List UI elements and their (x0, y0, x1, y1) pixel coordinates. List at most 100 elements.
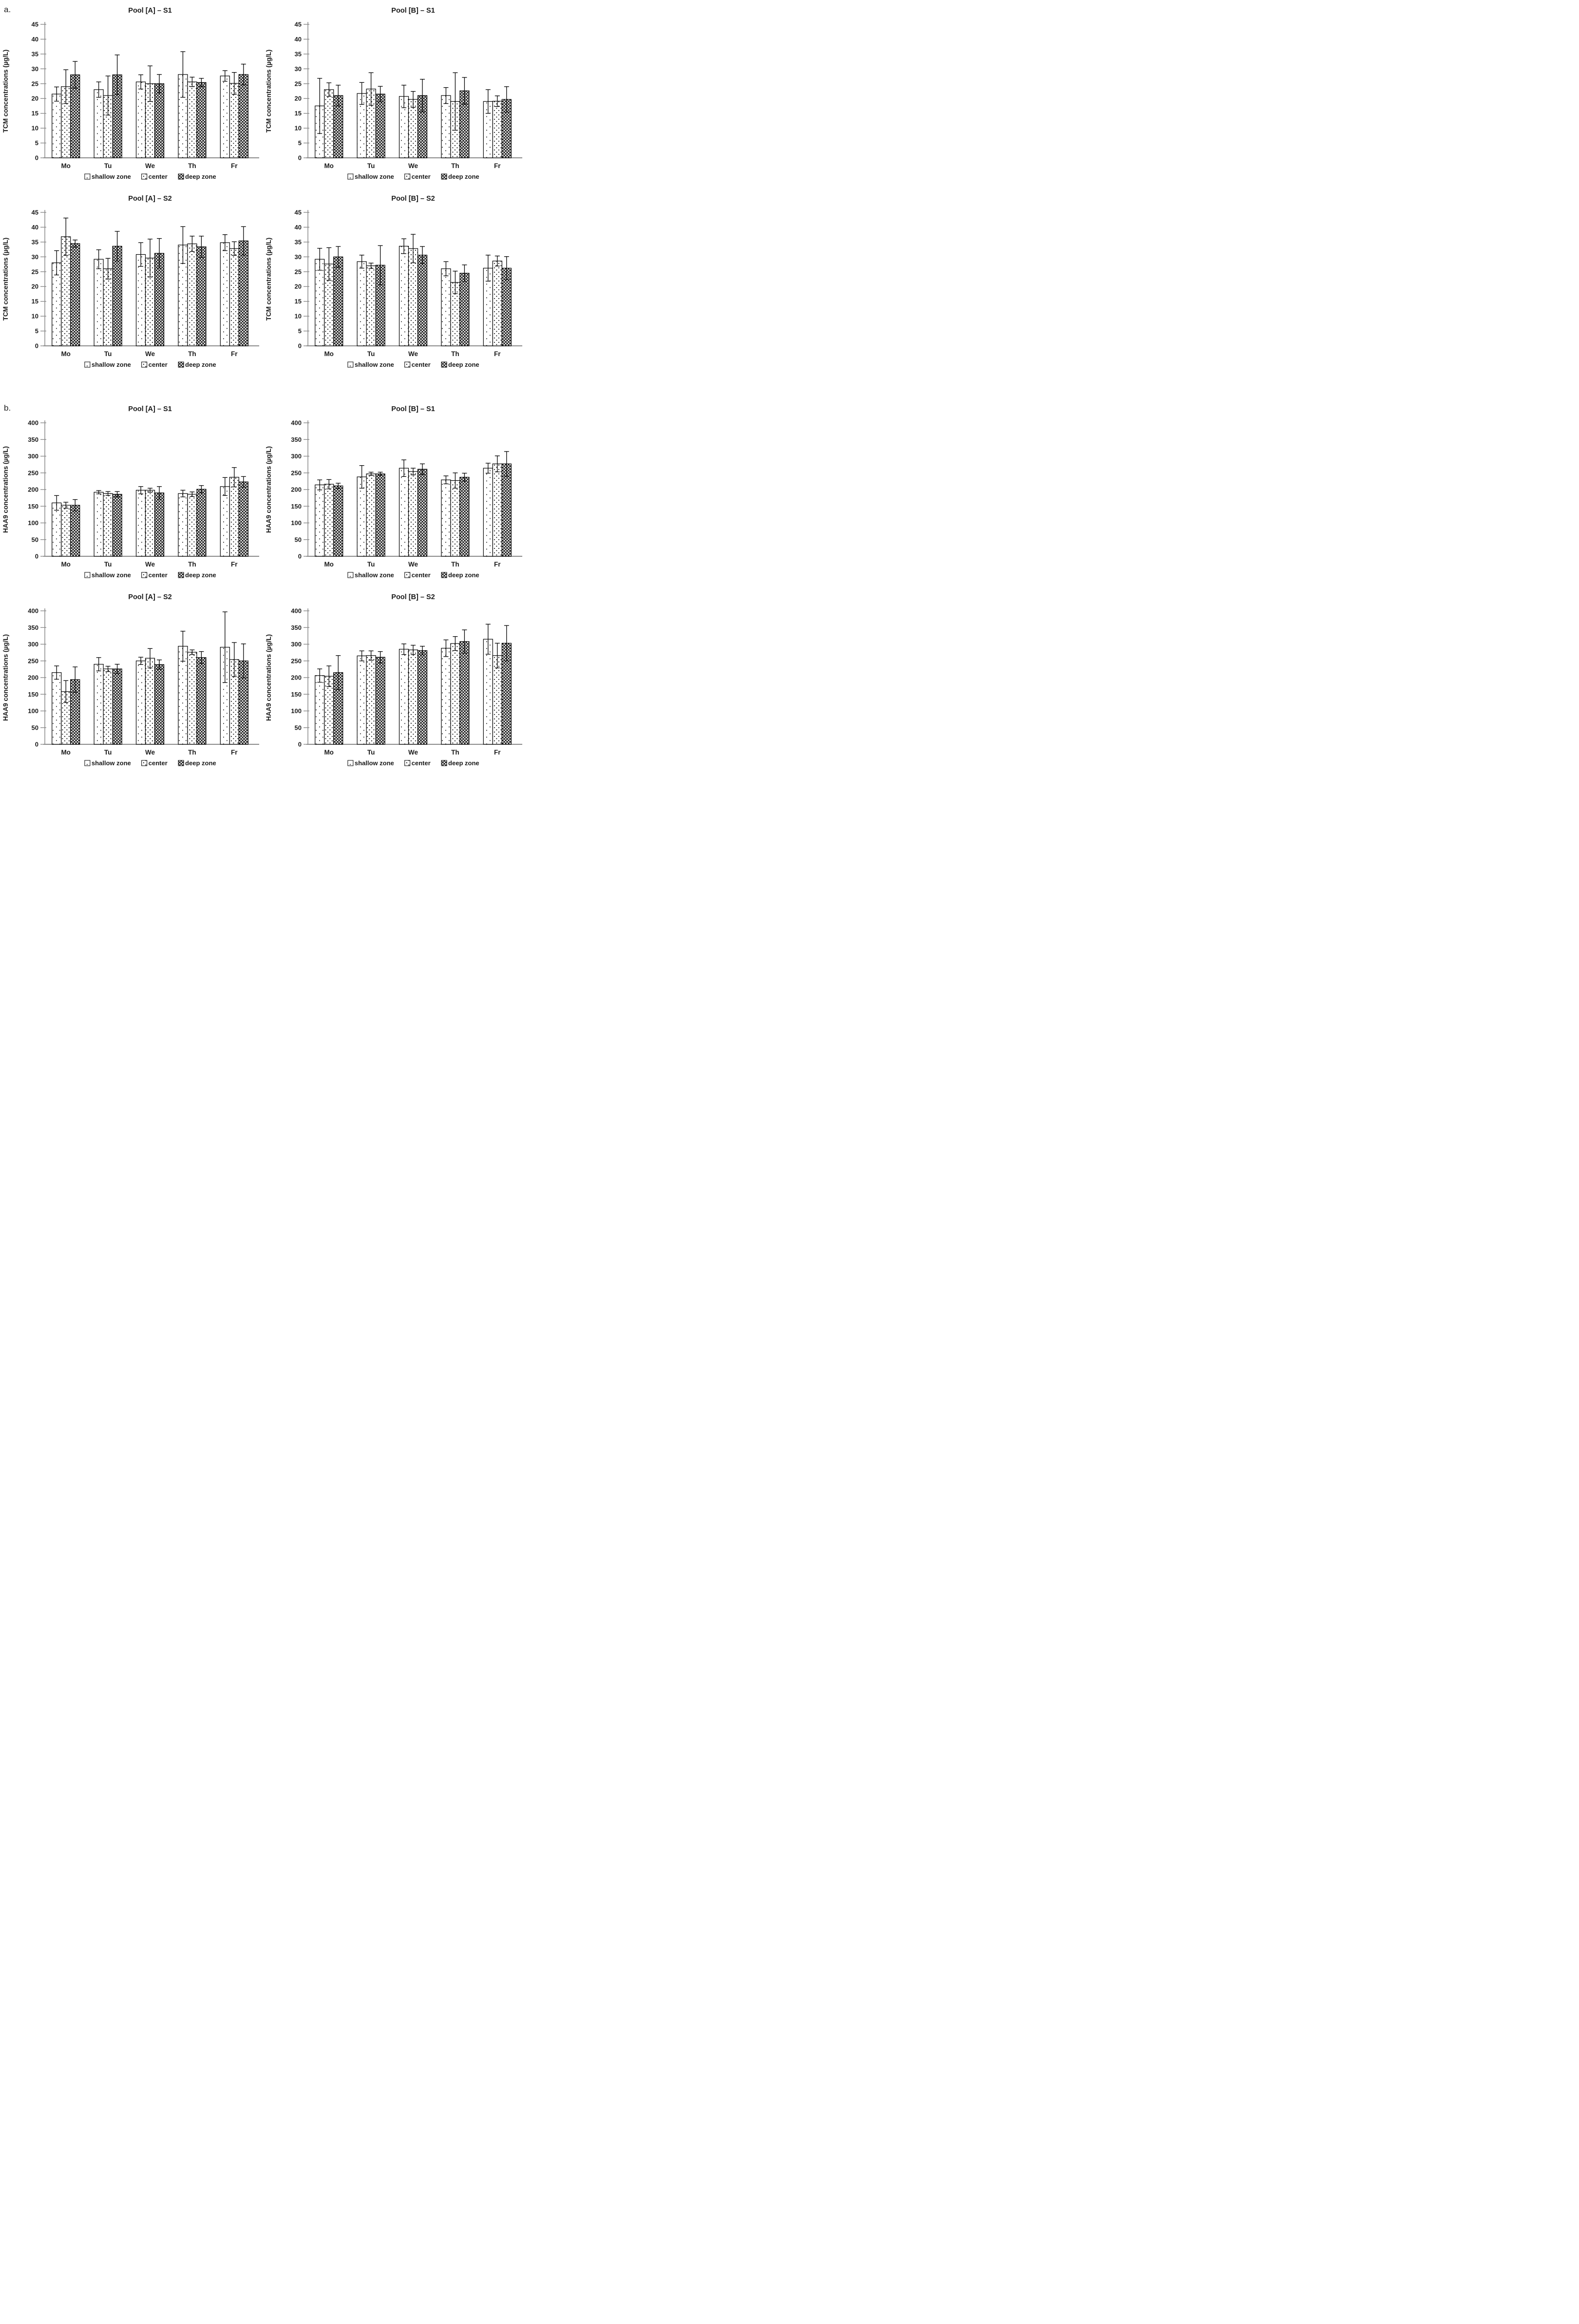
chart-title: Pool [A] – S2 (128, 195, 171, 203)
y-tick-label: 25 (295, 80, 302, 87)
y-axis-label: HAA9 concentrations (µg/L) (265, 446, 272, 533)
legend-swatch-center (141, 361, 148, 368)
x-tick-label: We (408, 162, 418, 170)
bar-deep-Tu (375, 473, 385, 557)
y-tick-label: 400 (291, 419, 302, 427)
x-tick-label: Fr (231, 561, 238, 568)
bar-shallow-Mo (52, 502, 62, 557)
bar-deep-Mo (70, 243, 80, 346)
bar-center-Fr (492, 655, 502, 745)
y-tick-label: 35 (295, 50, 302, 57)
y-tick-label: 10 (32, 125, 38, 132)
legend-swatch-deep (178, 361, 184, 368)
bar-deep-Fr (238, 74, 248, 158)
bar-shallow-Mo (52, 94, 62, 158)
bar-deep-Tu (112, 668, 122, 745)
y-tick-label: 15 (295, 110, 302, 117)
chart-pool-a-s2-haa9: Pool [A] – S2 HAA9 concentrations (µg/L) 0… (2, 593, 259, 767)
bar-center-Tu (366, 655, 376, 745)
y-tick-label: 150 (291, 691, 302, 698)
bar-center-Tu (103, 668, 113, 745)
legend-label: shallow zone (355, 361, 394, 368)
legend-label: center (149, 361, 168, 368)
bar-center-Th (187, 652, 197, 745)
y-tick-label: 40 (32, 224, 38, 231)
legend-label: deep zone (448, 361, 479, 368)
chart-title: Pool [B] – S2 (391, 593, 435, 601)
x-tick-label: Tu (104, 749, 112, 756)
legend-label: deep zone (185, 571, 216, 579)
bar-shallow-Mo (315, 259, 325, 346)
y-tick-label: 35 (295, 238, 302, 246)
legend-label: center (412, 759, 431, 767)
x-tick-label: Th (451, 749, 459, 756)
x-tick-label: Fr (494, 350, 501, 358)
bar-center-Th (187, 81, 197, 158)
y-tick-label: 0 (298, 741, 302, 748)
y-tick-label: 35 (32, 238, 38, 246)
y-tick-label: 100 (28, 707, 38, 715)
chart-cell: Pool [B] – S2 TCM concentrations (µg/L) 0 5… (263, 190, 526, 378)
x-tick-label: Fr (494, 749, 501, 756)
bar-shallow-Tu (357, 655, 367, 745)
y-tick-label: 5 (298, 139, 302, 147)
y-tick-label: 350 (291, 436, 302, 443)
y-tick-label: 15 (32, 298, 38, 305)
x-tick-label: We (408, 561, 418, 568)
y-axis-label: HAA9 concentrations (µg/L) (2, 446, 9, 533)
legend-swatch-shallow (347, 361, 354, 368)
y-tick-label: 400 (291, 607, 302, 615)
y-tick-label: 5 (35, 139, 38, 147)
x-tick-label: Fr (494, 561, 501, 568)
y-tick-label: 300 (291, 453, 302, 460)
legend-label: center (412, 361, 431, 368)
y-tick-label: 45 (32, 21, 38, 28)
y-tick-label: 250 (28, 469, 38, 476)
bar-deep-Th (459, 273, 470, 346)
bar-deep-Th (196, 489, 207, 557)
bar-center-We (408, 99, 419, 158)
bar-center-We (408, 471, 419, 557)
x-tick-label: Th (451, 162, 459, 170)
bar-center-Mo (61, 505, 71, 557)
legend-swatch-center (141, 173, 148, 180)
section-a-grid: Pool [A] – S1 TCM concentrations (µg/L) 0 5… (0, 2, 526, 378)
bar-shallow-Mo (52, 672, 62, 745)
bar-deep-Fr (501, 463, 512, 557)
bar-shallow-We (135, 661, 146, 745)
y-tick-label: 250 (291, 469, 302, 476)
bar-center-Tu (103, 493, 113, 557)
chart-pool-b-s1-tcm: Pool [B] – S1 TCM concentrations (µg/L) 0 5… (265, 7, 522, 180)
bar-center-Th (450, 643, 460, 745)
section-a: a. Pool [A] – S1 TCM concentrations (µg/L… (0, 2, 526, 378)
y-tick-label: 350 (28, 436, 38, 443)
bar-shallow-We (135, 254, 146, 346)
bar-deep-We (417, 255, 428, 346)
section-b-grid: Pool [A] – S1 HAA9 concentrations (µg/L) 0… (0, 400, 526, 776)
x-tick-label: We (145, 749, 155, 756)
bar-deep-We (154, 664, 165, 745)
x-tick-label: Fr (494, 162, 501, 170)
y-tick-label: 0 (298, 154, 302, 162)
bar-shallow-Mo (315, 675, 325, 745)
y-tick-label: 0 (35, 741, 38, 748)
y-tick-label: 30 (295, 65, 302, 73)
chart-cell: Pool [B] – S1 TCM concentrations (µg/L) 0 5… (263, 2, 526, 190)
bar-shallow-Fr (220, 242, 230, 346)
x-tick-label: Th (451, 350, 459, 358)
legend-label: center (149, 173, 168, 180)
y-tick-label: 0 (35, 342, 38, 350)
y-tick-label: 400 (28, 419, 38, 427)
y-tick-label: 20 (295, 95, 302, 102)
x-tick-label: We (408, 350, 418, 358)
bar-deep-Th (196, 82, 207, 158)
y-tick-label: 5 (35, 327, 38, 335)
x-tick-label: We (145, 561, 155, 568)
bar-shallow-Tu (94, 259, 104, 346)
legend-swatch-shallow (347, 760, 354, 766)
bar-deep-We (417, 650, 428, 745)
y-tick-label: 300 (28, 453, 38, 460)
y-tick-label: 50 (32, 724, 38, 731)
x-tick-label: Mo (61, 749, 71, 756)
bar-deep-We (154, 492, 165, 557)
